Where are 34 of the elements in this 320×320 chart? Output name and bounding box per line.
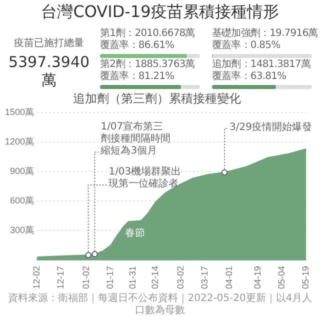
x-tick-label: 03-02 bbox=[176, 266, 186, 290]
x-tick-label: 12-02 bbox=[32, 266, 42, 290]
x-tick-label: 02-14 bbox=[150, 266, 160, 290]
text: 台灣COVID-19疫苗累積接種情形 bbox=[40, 2, 280, 23]
data-label: 覆蓋率：81.21% bbox=[100, 71, 176, 83]
y-tick-label: 1200萬 bbox=[4, 136, 34, 146]
y-tick-label: 300萬 bbox=[10, 224, 34, 235]
data-label: 覆蓋率：0.85% bbox=[212, 40, 282, 52]
chart-title: 追加劑（第三劑）累積接種變化 bbox=[73, 91, 241, 106]
x-tick-label: 01-02 bbox=[81, 266, 92, 290]
annotation: 1/03機場群聚出現第一位確診者 bbox=[108, 166, 182, 190]
x-tick-label: 01-17 bbox=[105, 266, 116, 290]
source-note: 資料來源：衛福部｜每週日不公布資料｜2022-05-20更新｜以4月人口數為母數 bbox=[6, 293, 314, 317]
category-label: 第2劑：1885.3763萬 bbox=[100, 59, 196, 70]
x-tick-label: 04-19 bbox=[252, 266, 263, 290]
x-tick-label: 04-01 bbox=[224, 266, 234, 290]
annotation: 1/07宣布第三劑接種間隔時間縮短為3個月 bbox=[100, 120, 171, 157]
category-label: 基礎加強劑：19.7916萬 bbox=[212, 28, 319, 40]
category-label: 第1劑：2010.6678萬 bbox=[100, 28, 196, 40]
annotation: 春節 bbox=[124, 228, 145, 240]
data-label: 覆蓋率：63.81% bbox=[212, 71, 288, 83]
x-tick-label: 12-17 bbox=[56, 266, 66, 290]
y-tick-label: 600萬 bbox=[10, 195, 34, 206]
x-tick-label: 01-31 bbox=[128, 266, 138, 290]
x-tick-label: 05-04 bbox=[276, 266, 287, 290]
category-label: 追加劑：1481.3817萬 bbox=[212, 59, 312, 70]
text: 疫苗已施打總量 bbox=[13, 36, 85, 50]
data-label: 覆蓋率：86.61% bbox=[100, 40, 176, 52]
y-tick-label: 1500萬 bbox=[4, 106, 34, 117]
x-tick-label: 03-17 bbox=[200, 266, 210, 290]
text: 5397.3940萬 bbox=[7, 53, 91, 90]
annotation: 3/29疫情開始爆發 bbox=[229, 121, 312, 134]
x-tick-label: 05-19 bbox=[300, 266, 311, 290]
y-tick-label: 900萬 bbox=[10, 166, 34, 176]
